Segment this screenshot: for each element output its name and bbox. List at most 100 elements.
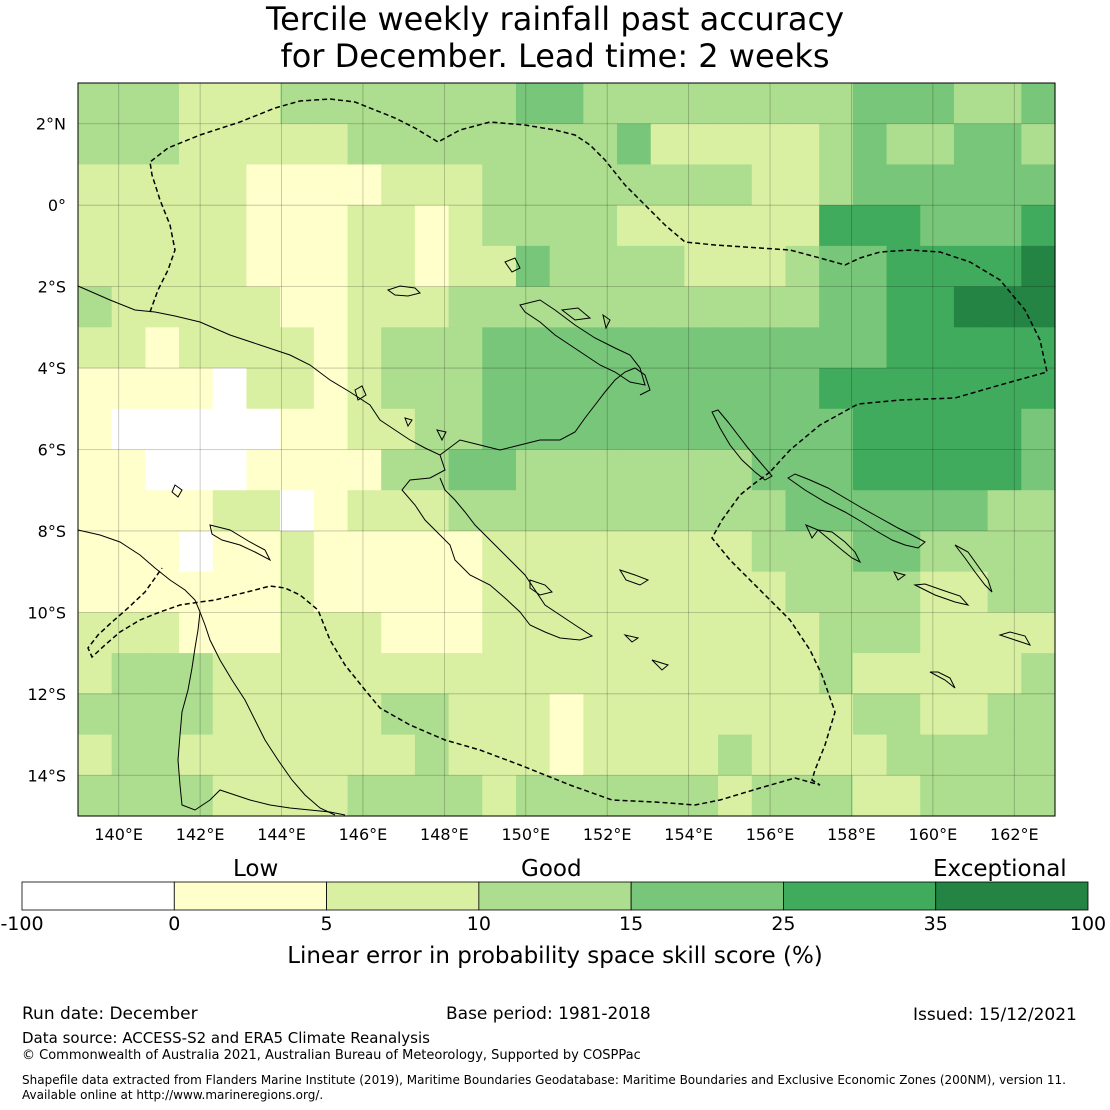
colorbar-label: Linear error in probability space skill … bbox=[287, 943, 823, 969]
skill-cell bbox=[246, 205, 281, 247]
skill-cell bbox=[381, 245, 416, 288]
copyright: © Commonwealth of Australia 2021, Austra… bbox=[22, 1048, 641, 1063]
skill-cell bbox=[515, 775, 551, 817]
skill-cell bbox=[987, 327, 1022, 369]
skill-cell bbox=[145, 408, 180, 451]
colorbar-tick-label: 15 bbox=[619, 913, 644, 935]
skill-cell bbox=[953, 327, 989, 369]
skill-cell bbox=[819, 775, 854, 817]
skill-cell bbox=[617, 693, 652, 736]
skill-cell bbox=[819, 83, 854, 125]
skill-cell bbox=[549, 775, 584, 817]
skill-cell bbox=[650, 205, 686, 247]
skill-cell bbox=[751, 164, 787, 206]
skill-cell bbox=[920, 286, 955, 328]
skill-cell bbox=[347, 693, 382, 736]
skill-cell bbox=[381, 408, 416, 451]
skill-cell bbox=[819, 123, 854, 166]
map-figure: 140°E 142°E 144°E 146°E 148°E 150°E 152°E 154°E… bbox=[27, 82, 1056, 844]
skill-cell bbox=[78, 734, 113, 776]
skill-cell bbox=[785, 571, 820, 613]
skill-cell bbox=[313, 408, 349, 451]
skill-cell bbox=[953, 245, 989, 288]
skill-cell bbox=[482, 734, 517, 776]
coastlines bbox=[77, 257, 1032, 816]
skill-cell bbox=[179, 245, 214, 288]
skill-cell bbox=[280, 286, 315, 328]
skill-cell bbox=[179, 612, 214, 654]
skill-cell bbox=[515, 245, 551, 288]
skill-cell bbox=[751, 83, 787, 125]
lat-tick-label: 10°S bbox=[27, 603, 66, 622]
skill-cell bbox=[414, 408, 450, 451]
skill-cell bbox=[482, 449, 517, 491]
skill-cell bbox=[280, 83, 315, 125]
coastline-torres bbox=[171, 484, 183, 498]
skill-cell bbox=[145, 571, 180, 613]
skill-cell bbox=[448, 286, 483, 328]
skill-cell bbox=[920, 612, 955, 654]
skill-cell bbox=[718, 327, 753, 369]
skill-cell bbox=[684, 164, 719, 206]
run-date: Run date: December bbox=[22, 1004, 198, 1024]
colorbar-tick-label: 25 bbox=[771, 913, 796, 935]
coastline-cape-york bbox=[77, 529, 346, 816]
skill-cell bbox=[212, 571, 248, 613]
skill-cell bbox=[414, 286, 450, 328]
colorbar-segment bbox=[173, 881, 327, 911]
skill-cell bbox=[179, 530, 214, 573]
skill-cell bbox=[920, 449, 955, 491]
skill-cell bbox=[212, 734, 248, 776]
skill-cell bbox=[751, 734, 787, 776]
lat-tick-label: 2°S bbox=[38, 278, 66, 297]
skill-cell bbox=[347, 571, 382, 613]
skill-cell bbox=[953, 449, 989, 491]
skill-cell bbox=[515, 164, 551, 206]
skill-cell bbox=[448, 571, 483, 613]
lon-tick-label: 148°E bbox=[420, 825, 469, 844]
skill-cell bbox=[920, 653, 955, 695]
skill-cell bbox=[886, 408, 921, 451]
skill-cell bbox=[246, 164, 281, 206]
skill-cell bbox=[414, 653, 450, 695]
skill-cell bbox=[650, 612, 686, 654]
skill-cell bbox=[1021, 693, 1056, 736]
skill-cell bbox=[313, 490, 349, 532]
skill-cell bbox=[246, 408, 281, 451]
skill-cell bbox=[920, 775, 955, 817]
colorbar-tick-label: 10 bbox=[466, 913, 491, 935]
skill-cell bbox=[145, 530, 180, 573]
skill-cell bbox=[246, 245, 281, 288]
skill-cell bbox=[751, 205, 787, 247]
skill-cell bbox=[515, 693, 551, 736]
skill-cell bbox=[212, 612, 248, 654]
skill-cell bbox=[448, 164, 483, 206]
skill-cell bbox=[111, 449, 146, 491]
skill-cell bbox=[1021, 408, 1056, 451]
skill-cell bbox=[920, 327, 955, 369]
colorbar-segment bbox=[21, 881, 175, 911]
skill-cell bbox=[852, 775, 888, 817]
lon-tick-label: 160°E bbox=[909, 825, 958, 844]
skill-cell bbox=[448, 449, 483, 491]
skill-cell bbox=[785, 693, 820, 736]
skill-cell bbox=[852, 612, 888, 654]
skill-cell bbox=[78, 571, 113, 613]
coastline-solomons-4 bbox=[913, 583, 970, 606]
skill-cell bbox=[179, 368, 214, 410]
skill-cell bbox=[179, 449, 214, 491]
skill-cell bbox=[1021, 571, 1056, 613]
skill-cell bbox=[414, 449, 450, 491]
eez-boundary-north bbox=[149, 98, 1048, 473]
skill-cell bbox=[246, 530, 281, 573]
skill-cell bbox=[313, 775, 349, 817]
skill-cell bbox=[246, 286, 281, 328]
skill-cell bbox=[920, 490, 955, 532]
skill-cell bbox=[1021, 734, 1056, 776]
skill-cell bbox=[751, 653, 787, 695]
skill-cell bbox=[482, 653, 517, 695]
skill-cell bbox=[953, 490, 989, 532]
skill-cell bbox=[1021, 327, 1056, 369]
skill-cell bbox=[347, 83, 382, 125]
skill-cell bbox=[111, 775, 146, 817]
